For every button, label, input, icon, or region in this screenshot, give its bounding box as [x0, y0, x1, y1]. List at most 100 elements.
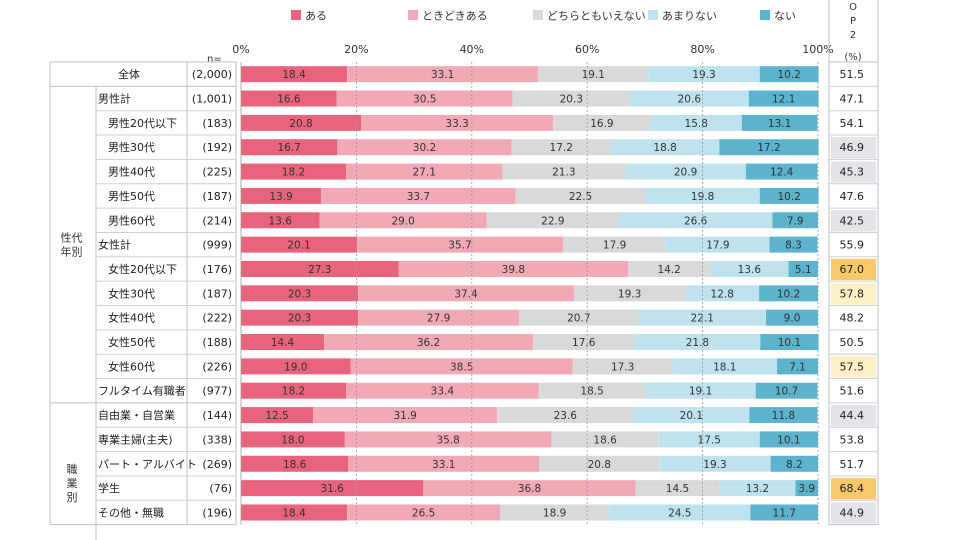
bar-segment-3 — [512, 90, 630, 107]
bar-segment-5 — [795, 480, 818, 497]
data-label: 17.2 — [757, 142, 780, 154]
row-n: (1,001) — [192, 93, 232, 106]
top2-unit: (%) — [844, 52, 861, 63]
x-tick-label: 0% — [232, 43, 249, 56]
bar-segment-4 — [638, 309, 767, 326]
x-tick-label: 100% — [802, 43, 833, 56]
bar-segment-3 — [553, 114, 651, 131]
data-label: 9.0 — [784, 313, 801, 325]
x-tick-label: 40% — [460, 43, 484, 56]
data-label: 20.3 — [560, 94, 583, 106]
row-label: 学生 — [98, 481, 120, 495]
data-label: 26.6 — [684, 215, 708, 227]
bar-segment-5 — [755, 382, 818, 399]
bar-segment-1 — [241, 358, 351, 375]
top2-value: 51.6 — [840, 385, 865, 398]
data-label: 22.9 — [541, 215, 564, 227]
bar-segment-2 — [347, 66, 539, 83]
bar-segment-4 — [672, 358, 778, 375]
row-n: (225) — [202, 166, 232, 179]
data-label: 8.3 — [785, 240, 802, 252]
legend-label-4: あまりない — [662, 10, 717, 23]
data-label: 13.6 — [738, 264, 762, 276]
row-n: (269) — [202, 458, 232, 471]
bar-segment-2 — [398, 260, 629, 277]
legend-label-1: ある — [305, 10, 327, 23]
bar-segment-5 — [759, 66, 819, 83]
data-label: 27.1 — [413, 167, 436, 179]
bar-segment-4 — [659, 455, 771, 472]
top2-highlight — [831, 502, 876, 524]
data-label: 36.2 — [417, 337, 440, 349]
data-label: 31.9 — [393, 410, 416, 422]
data-label: 11.7 — [773, 507, 796, 519]
bar-segment-1 — [241, 309, 359, 326]
row-label: 女性30代 — [108, 286, 155, 300]
row-n: (187) — [202, 190, 232, 203]
bar-segment-2 — [346, 382, 539, 399]
data-label: 10.7 — [775, 386, 798, 398]
group-label-char: 別 — [72, 246, 83, 259]
row-label: 男性30代 — [108, 140, 155, 154]
row-n: (176) — [202, 263, 232, 276]
bar-segment-2 — [321, 187, 516, 204]
row-label: 女性60代 — [108, 359, 155, 373]
data-label: 18.1 — [713, 361, 736, 373]
top2-value: 42.5 — [840, 214, 865, 227]
bar-segment-1 — [241, 139, 338, 156]
data-label: 7.1 — [789, 361, 806, 373]
bar-segment-3 — [635, 480, 720, 497]
data-label: 36.8 — [518, 483, 541, 495]
bar-segment-4 — [685, 285, 760, 302]
bar-segment-4 — [610, 139, 720, 156]
bar-segment-1 — [241, 480, 424, 497]
bar-segment-1 — [241, 382, 347, 399]
top2-value: 46.9 — [840, 141, 865, 154]
data-label: 20.3 — [288, 288, 311, 300]
data-label: 33.4 — [431, 386, 455, 398]
bar-segment-2 — [337, 139, 512, 156]
data-label: 17.6 — [572, 337, 596, 349]
top2-value: 44.9 — [840, 506, 865, 519]
bar-segment-5 — [741, 114, 818, 131]
data-label: 19.1 — [582, 69, 605, 81]
data-label: 16.6 — [277, 94, 301, 106]
top2-header-char: P — [850, 16, 856, 27]
x-tick-label: 80% — [690, 43, 714, 56]
data-label: 12.1 — [772, 94, 795, 106]
data-label: 7.9 — [787, 215, 804, 227]
row-label: 自由業・自営業 — [98, 408, 175, 422]
bar-segment-2 — [356, 236, 563, 253]
legend-swatch-5 — [760, 10, 770, 20]
top2-value: 51.5 — [840, 68, 865, 81]
row-label: 男性計 — [98, 92, 131, 106]
row-label: 男性50代 — [108, 189, 155, 203]
data-label: 10.2 — [777, 69, 800, 81]
data-label: 3.9 — [798, 483, 815, 495]
bar-segment-3 — [539, 455, 660, 472]
data-label: 24.5 — [668, 507, 691, 519]
data-label: 14.5 — [666, 483, 689, 495]
data-label: 16.9 — [590, 118, 613, 130]
data-label: 13.6 — [269, 215, 293, 227]
bar-segment-4 — [666, 236, 770, 253]
data-label: 18.6 — [593, 434, 617, 446]
bar-segment-3 — [538, 382, 646, 399]
data-label: 18.4 — [282, 69, 306, 81]
top2-highlight — [831, 477, 876, 500]
data-label: 31.6 — [320, 483, 344, 495]
bar-segment-4 — [710, 260, 789, 277]
bar-segment-5 — [759, 187, 819, 204]
row-label: 女性計 — [98, 238, 131, 252]
row-n: (144) — [202, 409, 232, 422]
bar-segment-3 — [572, 358, 673, 375]
bar-segment-3 — [500, 504, 610, 521]
bar-segment-4 — [645, 382, 756, 399]
data-label: 33.1 — [432, 459, 455, 471]
row-label: 男性20代以下 — [108, 116, 177, 130]
top2-value: 54.1 — [840, 117, 865, 130]
bar-segment-3 — [551, 431, 659, 448]
bar-segment-5 — [759, 431, 818, 448]
data-label: 18.5 — [580, 386, 603, 398]
